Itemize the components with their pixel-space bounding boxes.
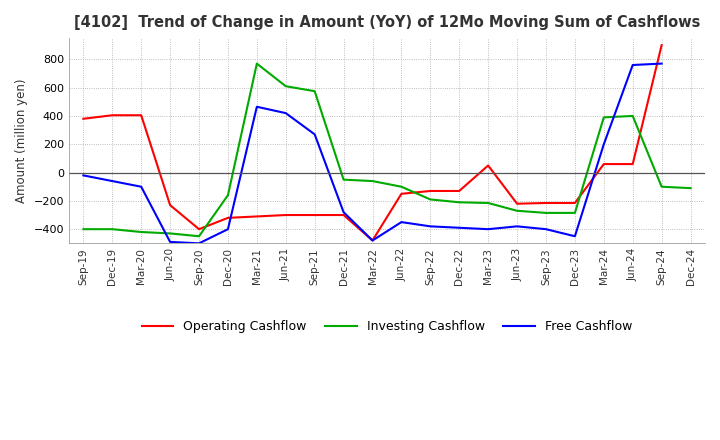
Free Cashflow: [224, 227, 233, 232]
Investing Cashflow: [339, 177, 348, 182]
Operating Cashflow: [629, 161, 637, 167]
Investing Cashflow: [541, 210, 550, 216]
Free Cashflow: [570, 234, 579, 239]
Free Cashflow: [339, 209, 348, 215]
Investing Cashflow: [657, 184, 666, 189]
Free Cashflow: [484, 227, 492, 232]
Free Cashflow: [137, 184, 145, 189]
Free Cashflow: [629, 62, 637, 68]
Free Cashflow: [426, 224, 435, 229]
Y-axis label: Amount (million yen): Amount (million yen): [15, 78, 28, 203]
Operating Cashflow: [79, 116, 88, 121]
Operating Cashflow: [108, 113, 117, 118]
Investing Cashflow: [194, 234, 203, 239]
Operating Cashflow: [224, 215, 233, 220]
Operating Cashflow: [570, 200, 579, 205]
Investing Cashflow: [224, 193, 233, 198]
Title: [4102]  Trend of Change in Amount (YoY) of 12Mo Moving Sum of Cashflows: [4102] Trend of Change in Amount (YoY) o…: [73, 15, 700, 30]
Free Cashflow: [368, 238, 377, 243]
Investing Cashflow: [397, 184, 406, 189]
Investing Cashflow: [282, 84, 290, 89]
Investing Cashflow: [455, 200, 464, 205]
Free Cashflow: [194, 241, 203, 246]
Investing Cashflow: [513, 208, 521, 213]
Line: Operating Cashflow: Operating Cashflow: [84, 45, 662, 241]
Investing Cashflow: [253, 61, 261, 66]
Free Cashflow: [600, 142, 608, 147]
Investing Cashflow: [629, 114, 637, 119]
Investing Cashflow: [166, 231, 174, 236]
Investing Cashflow: [368, 178, 377, 183]
Operating Cashflow: [455, 188, 464, 194]
Investing Cashflow: [310, 88, 319, 94]
Investing Cashflow: [484, 200, 492, 205]
Operating Cashflow: [513, 201, 521, 206]
Investing Cashflow: [570, 210, 579, 216]
Investing Cashflow: [686, 186, 695, 191]
Operating Cashflow: [484, 163, 492, 168]
Investing Cashflow: [137, 229, 145, 235]
Operating Cashflow: [194, 227, 203, 232]
Investing Cashflow: [108, 227, 117, 232]
Investing Cashflow: [600, 115, 608, 120]
Line: Free Cashflow: Free Cashflow: [84, 64, 662, 243]
Free Cashflow: [541, 227, 550, 232]
Operating Cashflow: [368, 238, 377, 243]
Free Cashflow: [455, 225, 464, 231]
Investing Cashflow: [79, 227, 88, 232]
Free Cashflow: [79, 173, 88, 178]
Operating Cashflow: [282, 213, 290, 218]
Operating Cashflow: [600, 161, 608, 167]
Line: Investing Cashflow: Investing Cashflow: [84, 64, 690, 236]
Legend: Operating Cashflow, Investing Cashflow, Free Cashflow: Operating Cashflow, Investing Cashflow, …: [137, 315, 637, 338]
Operating Cashflow: [657, 43, 666, 48]
Free Cashflow: [108, 178, 117, 183]
Free Cashflow: [166, 239, 174, 245]
Operating Cashflow: [137, 113, 145, 118]
Free Cashflow: [513, 224, 521, 229]
Free Cashflow: [657, 61, 666, 66]
Operating Cashflow: [426, 188, 435, 194]
Operating Cashflow: [339, 213, 348, 218]
Operating Cashflow: [397, 191, 406, 196]
Free Cashflow: [310, 132, 319, 137]
Free Cashflow: [253, 104, 261, 110]
Operating Cashflow: [310, 213, 319, 218]
Operating Cashflow: [253, 214, 261, 219]
Investing Cashflow: [426, 197, 435, 202]
Operating Cashflow: [166, 202, 174, 208]
Free Cashflow: [397, 220, 406, 225]
Free Cashflow: [282, 110, 290, 116]
Operating Cashflow: [541, 200, 550, 205]
